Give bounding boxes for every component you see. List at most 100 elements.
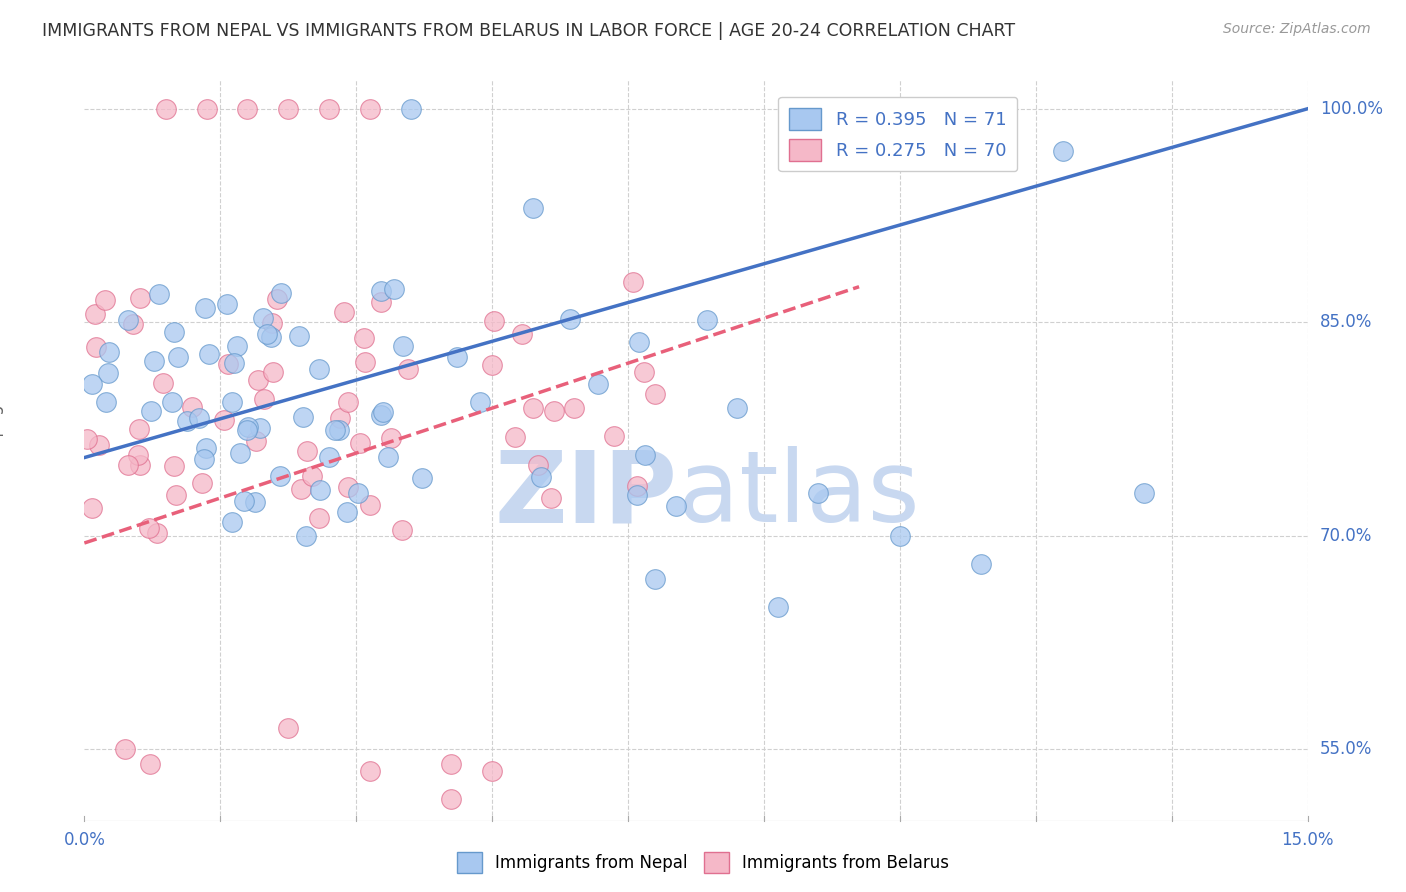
Point — [269, 468, 291, 483]
Point — [399, 102, 422, 116]
Point — [291, 410, 314, 425]
Point — [247, 373, 270, 387]
Point — [117, 313, 139, 327]
Point — [128, 458, 150, 472]
Point — [236, 102, 259, 116]
Point — [382, 282, 405, 296]
Point — [308, 362, 330, 376]
Point — [193, 451, 215, 466]
Point — [94, 394, 117, 409]
Point — [87, 438, 110, 452]
Point — [97, 367, 120, 381]
Point — [128, 422, 150, 436]
Point — [301, 469, 323, 483]
Point — [353, 355, 375, 369]
Point — [128, 292, 150, 306]
Point — [224, 356, 246, 370]
Text: Source: ZipAtlas.com: Source: ZipAtlas.com — [1223, 22, 1371, 37]
Point — [621, 275, 644, 289]
Point — [163, 459, 186, 474]
Point — [266, 293, 288, 307]
Point — [245, 434, 267, 449]
Point — [540, 491, 562, 506]
Point — [138, 521, 160, 535]
Point — [481, 764, 503, 778]
Point — [253, 392, 276, 406]
Point — [644, 386, 666, 401]
Point — [122, 317, 145, 331]
Point — [82, 377, 104, 392]
Point — [277, 102, 299, 116]
Point — [440, 792, 463, 806]
Point — [1133, 486, 1156, 500]
Point — [98, 344, 121, 359]
Point — [392, 339, 415, 353]
Point — [628, 334, 651, 349]
Point — [396, 362, 419, 376]
Point — [191, 476, 214, 491]
Point — [84, 307, 107, 321]
Text: 0.0%: 0.0% — [63, 830, 105, 848]
Point — [165, 488, 187, 502]
Point — [725, 401, 748, 415]
Text: In Labor Force | Age 20-24: In Labor Force | Age 20-24 — [0, 341, 4, 560]
Point — [333, 305, 356, 319]
Point — [143, 354, 166, 368]
Point — [353, 331, 375, 345]
Point — [370, 295, 392, 310]
Point — [346, 486, 368, 500]
Point — [359, 102, 381, 116]
Point — [766, 600, 789, 615]
Point — [226, 339, 249, 353]
Point — [127, 448, 149, 462]
Point — [167, 351, 190, 365]
Point — [889, 529, 911, 543]
Point — [391, 523, 413, 537]
Point — [470, 395, 492, 409]
Point — [243, 495, 266, 509]
Point — [270, 285, 292, 300]
Point — [138, 756, 160, 771]
Point — [370, 408, 392, 422]
Point — [194, 441, 217, 455]
Point — [309, 483, 332, 497]
Point — [696, 313, 718, 327]
Point — [481, 358, 503, 372]
Point — [217, 296, 239, 310]
Point — [256, 327, 278, 342]
Point — [603, 429, 626, 443]
Point — [503, 430, 526, 444]
Point — [297, 444, 319, 458]
Point — [626, 488, 648, 502]
Text: 70.0%: 70.0% — [1320, 527, 1372, 545]
Point — [194, 301, 217, 316]
Point — [76, 432, 98, 446]
Point — [221, 395, 243, 409]
Point — [217, 357, 239, 371]
Point — [588, 377, 610, 392]
Point — [114, 742, 136, 756]
Point — [440, 756, 463, 771]
Point — [308, 510, 330, 524]
Point — [411, 471, 433, 485]
Point — [522, 401, 544, 415]
Point — [188, 410, 211, 425]
Point — [1052, 145, 1074, 159]
Point — [336, 479, 359, 493]
Point — [633, 365, 655, 379]
Point — [335, 505, 357, 519]
Point — [318, 102, 340, 116]
Point — [233, 493, 256, 508]
Point — [543, 403, 565, 417]
Point — [510, 326, 533, 341]
Point — [197, 347, 219, 361]
Point — [249, 420, 271, 434]
Point — [252, 311, 274, 326]
Point — [371, 405, 394, 419]
Point — [146, 526, 169, 541]
Point — [558, 311, 581, 326]
Point — [634, 448, 657, 462]
Point — [148, 286, 170, 301]
Point — [665, 499, 688, 513]
Point — [377, 450, 399, 464]
